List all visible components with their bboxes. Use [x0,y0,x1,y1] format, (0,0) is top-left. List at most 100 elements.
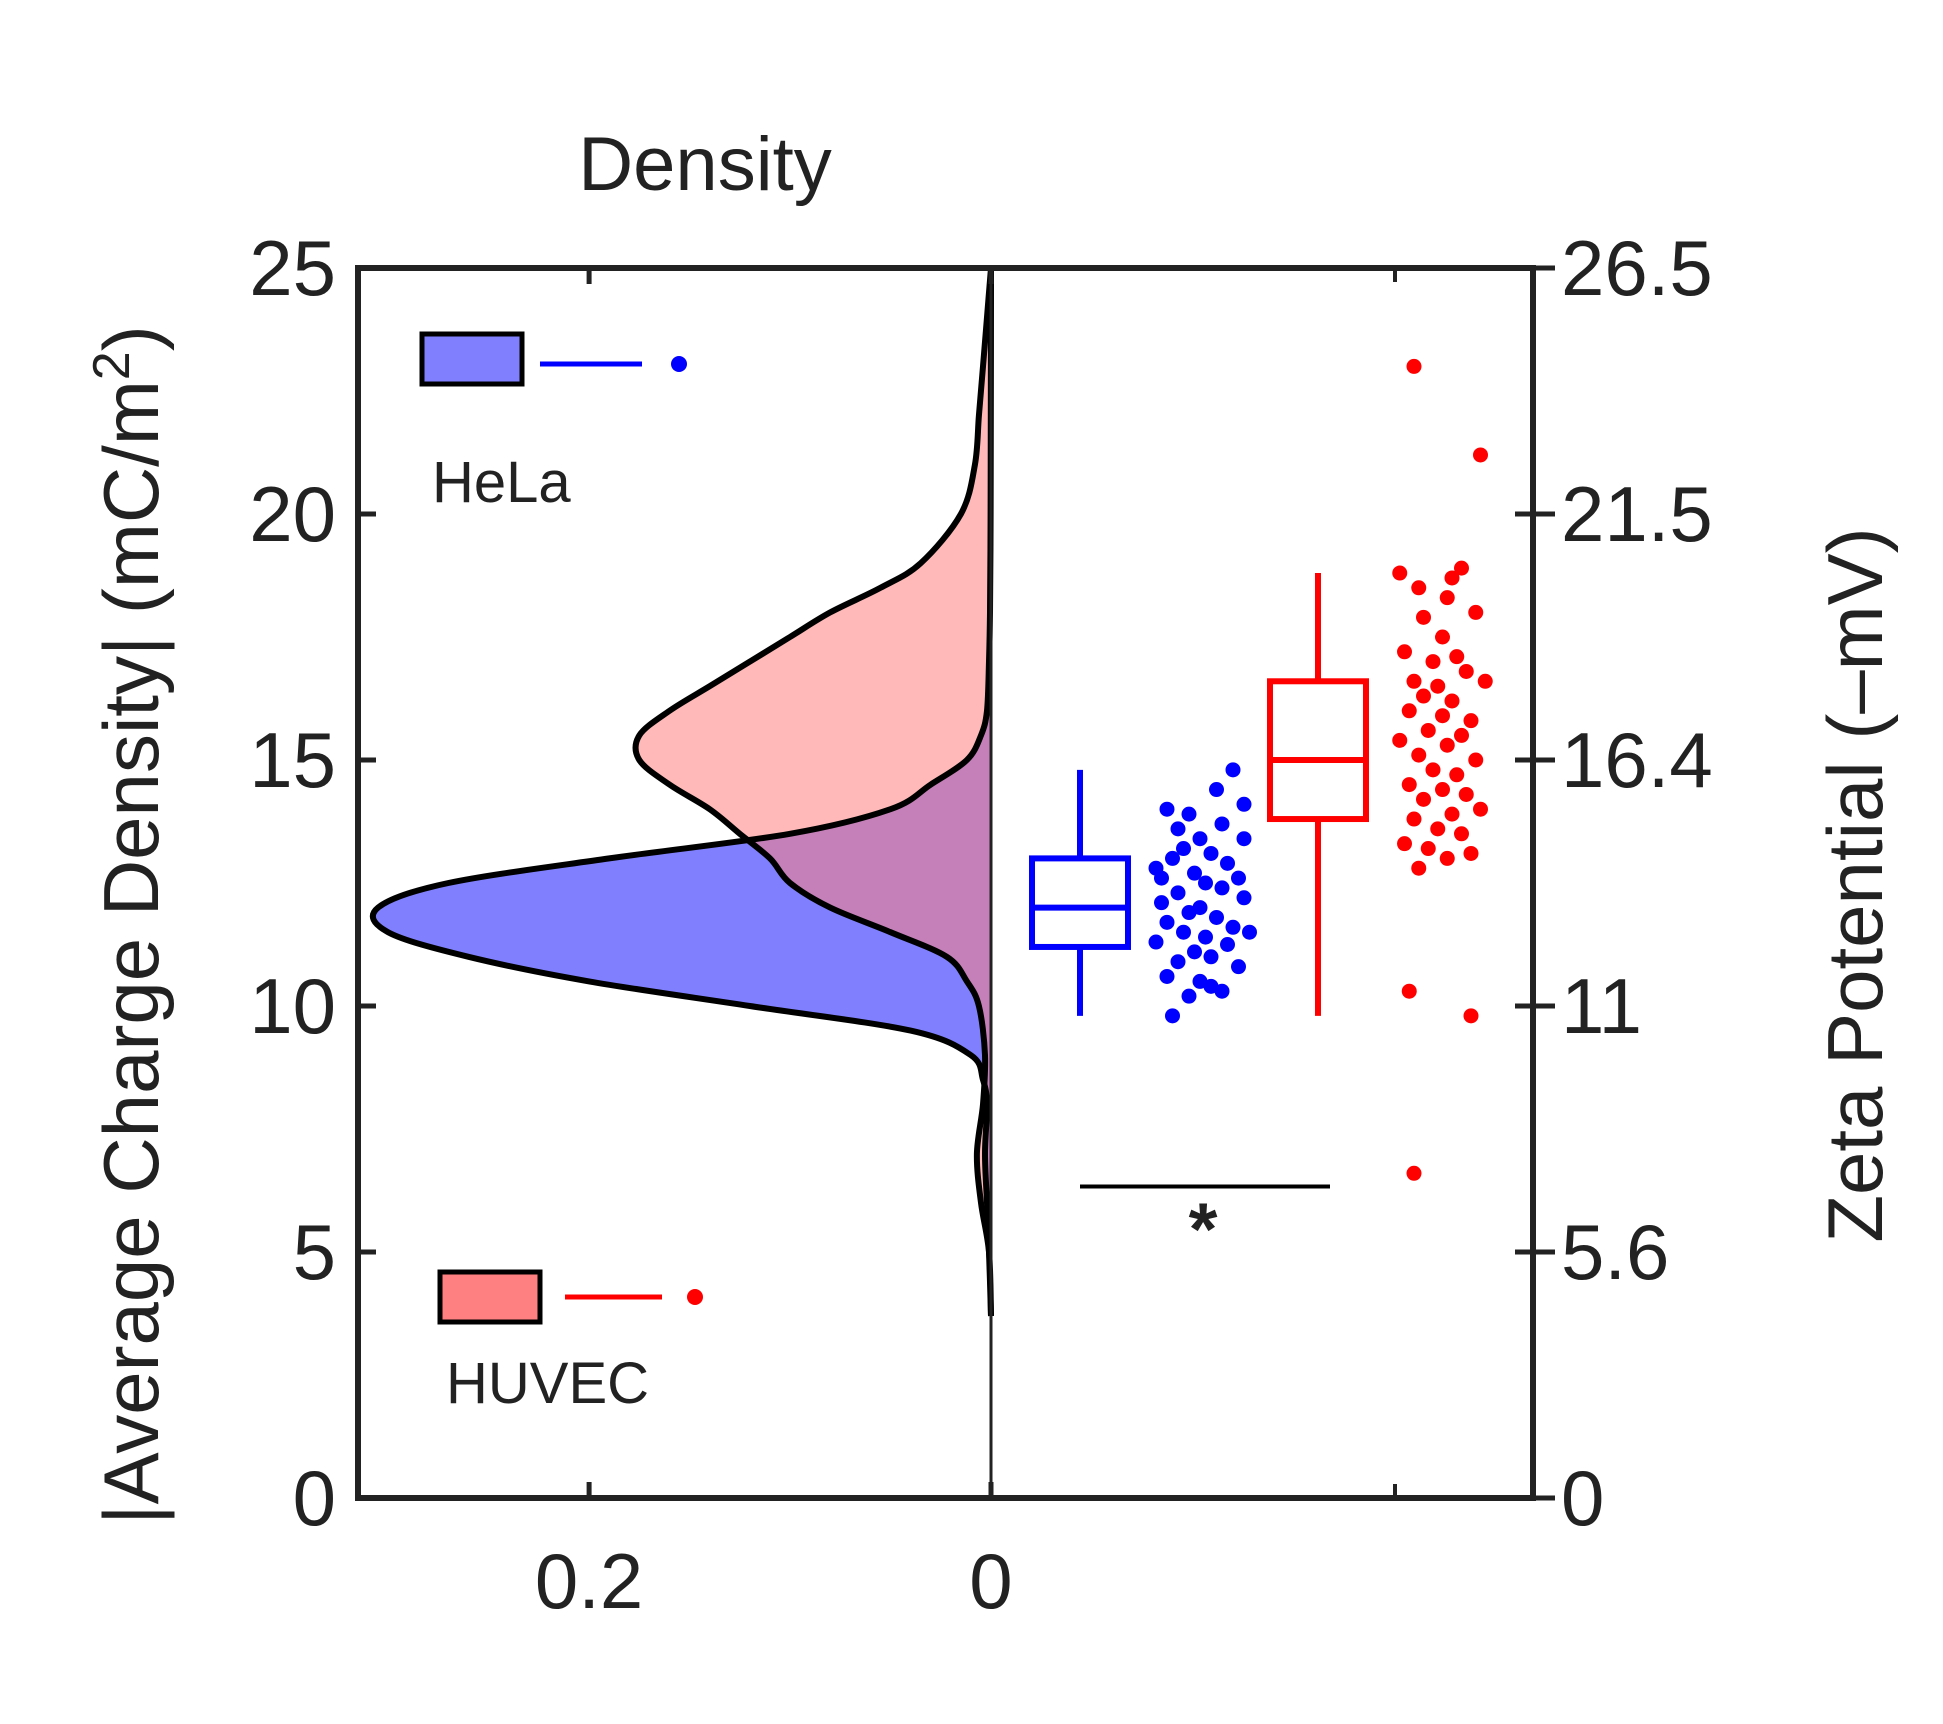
y-tick-label-left: 25 [249,224,336,312]
plot-frame [355,265,1536,1501]
data-point-huvec [1430,821,1446,837]
data-point-huvec [1420,841,1436,857]
data-point-huvec [1401,703,1417,719]
boxplot-layer [1029,573,1369,1016]
data-point-huvec [1458,663,1474,679]
data-point-hela [1148,934,1164,950]
box-body-hela [1029,855,1131,950]
data-point-huvec [1468,752,1484,768]
data-point-hela [1176,924,1191,940]
data-point-hela [1170,885,1186,901]
y-tick-label-left: 0 [293,1454,336,1542]
data-point-hela [1231,870,1246,886]
data-point-huvec [1435,629,1450,645]
data-point-hela [1181,806,1197,822]
data-point-hela [1181,905,1197,921]
data-point-huvec [1416,791,1431,807]
data-point-huvec [1463,1008,1479,1024]
data-point-huvec [1454,560,1469,576]
data-point-hela [1225,762,1241,778]
data-point-hela [1159,968,1175,984]
significance-star: * [1189,1187,1218,1270]
data-point-hela [1203,978,1219,994]
data-point-huvec [1406,1165,1422,1181]
data-point-huvec [1435,708,1450,724]
x-tick-label-density: 0 [969,1537,1012,1625]
legend-huvec-swatch [437,1269,543,1325]
data-point-hela [1214,816,1230,832]
legend-hela-swatch [419,331,525,387]
data-point-hela [1231,959,1246,975]
y-tick-label-right: 0 [1561,1454,1604,1542]
significance-marker: * [1080,1184,1330,1270]
legend-huvec-label: HUVEC [446,1351,649,1416]
data-point-hela [1225,919,1241,935]
density-outline-huvec [632,267,994,1317]
data-point-huvec [1473,447,1488,463]
data-point-hela [1170,954,1186,970]
density-title: Density [578,122,831,207]
data-point-hela [1176,841,1191,857]
data-point-hela [1154,870,1169,886]
data-point-huvec [1420,722,1436,738]
data-point-huvec [1449,649,1465,665]
y-axis-label-left-close: ) [87,325,175,351]
data-point-huvec [1439,737,1455,753]
data-point-hela [1198,875,1213,891]
data-point-huvec [1392,732,1408,748]
data-point-huvec [1425,762,1441,778]
data-point-huvec [1416,609,1431,625]
data-point-hela [1181,988,1197,1004]
data-point-huvec [1411,747,1427,763]
data-point-huvec [1463,713,1479,729]
legend-hela-label: HeLa [432,450,571,515]
data-point-hela [1187,865,1202,881]
y-tick-label-left: 15 [249,716,336,804]
data-point-hela [1209,782,1224,798]
data-point-huvec [1444,693,1460,709]
data-point-huvec [1439,850,1455,866]
data-point-hela [1214,880,1230,896]
data-point-huvec [1449,767,1465,783]
data-point-hela [1236,890,1252,906]
ticks-layer: 0 0 5 5.6 10 11 15 16.4 20 21.5 25 26.5 0.2 0 [249,224,1713,1625]
data-point-hela [1154,895,1169,911]
data-point-huvec [1463,845,1479,861]
data-point-huvec [1473,801,1488,817]
data-point-hela [1187,944,1202,960]
y-tick-label-right: 5.6 [1561,1208,1669,1296]
y-tick-label-right: 26.5 [1561,224,1713,312]
y-tick-label-left: 20 [249,470,336,558]
legend-huvec-dot [687,1289,703,1305]
box-body-huvec [1267,678,1369,823]
points-layer [1148,358,1493,1181]
data-point-huvec [1416,688,1431,704]
y-tick-label-left: 5 [293,1208,336,1296]
y-axis-label-left-sup: 2 [83,351,141,380]
data-point-hela [1165,850,1180,866]
data-point-hela [1159,801,1175,817]
x-tick-label-density: 0.2 [535,1537,643,1625]
y-tick-label-right: 16.4 [1561,716,1713,804]
data-point-hela [1159,914,1175,930]
y-tick-label-right: 21.5 [1561,470,1713,558]
data-point-huvec [1435,782,1450,798]
data-point-huvec [1411,580,1427,596]
data-point-hela [1236,831,1252,847]
y-axis-label-left: |Average Charge Density| (mC/m2) [83,325,175,1524]
data-point-hela [1209,909,1224,925]
data-point-huvec [1397,836,1412,852]
data-point-huvec [1392,565,1408,581]
data-point-huvec [1406,358,1422,374]
data-point-hela [1203,949,1219,965]
data-point-huvec [1477,673,1493,689]
data-point-huvec [1406,811,1422,827]
data-point-huvec [1397,644,1412,660]
data-point-hela [1170,821,1186,837]
data-point-hela [1236,796,1252,812]
data-point-hela [1203,845,1219,861]
data-point-huvec [1458,786,1474,802]
legend: HeLa HUVEC [419,331,703,1416]
density-layer [369,267,994,1317]
